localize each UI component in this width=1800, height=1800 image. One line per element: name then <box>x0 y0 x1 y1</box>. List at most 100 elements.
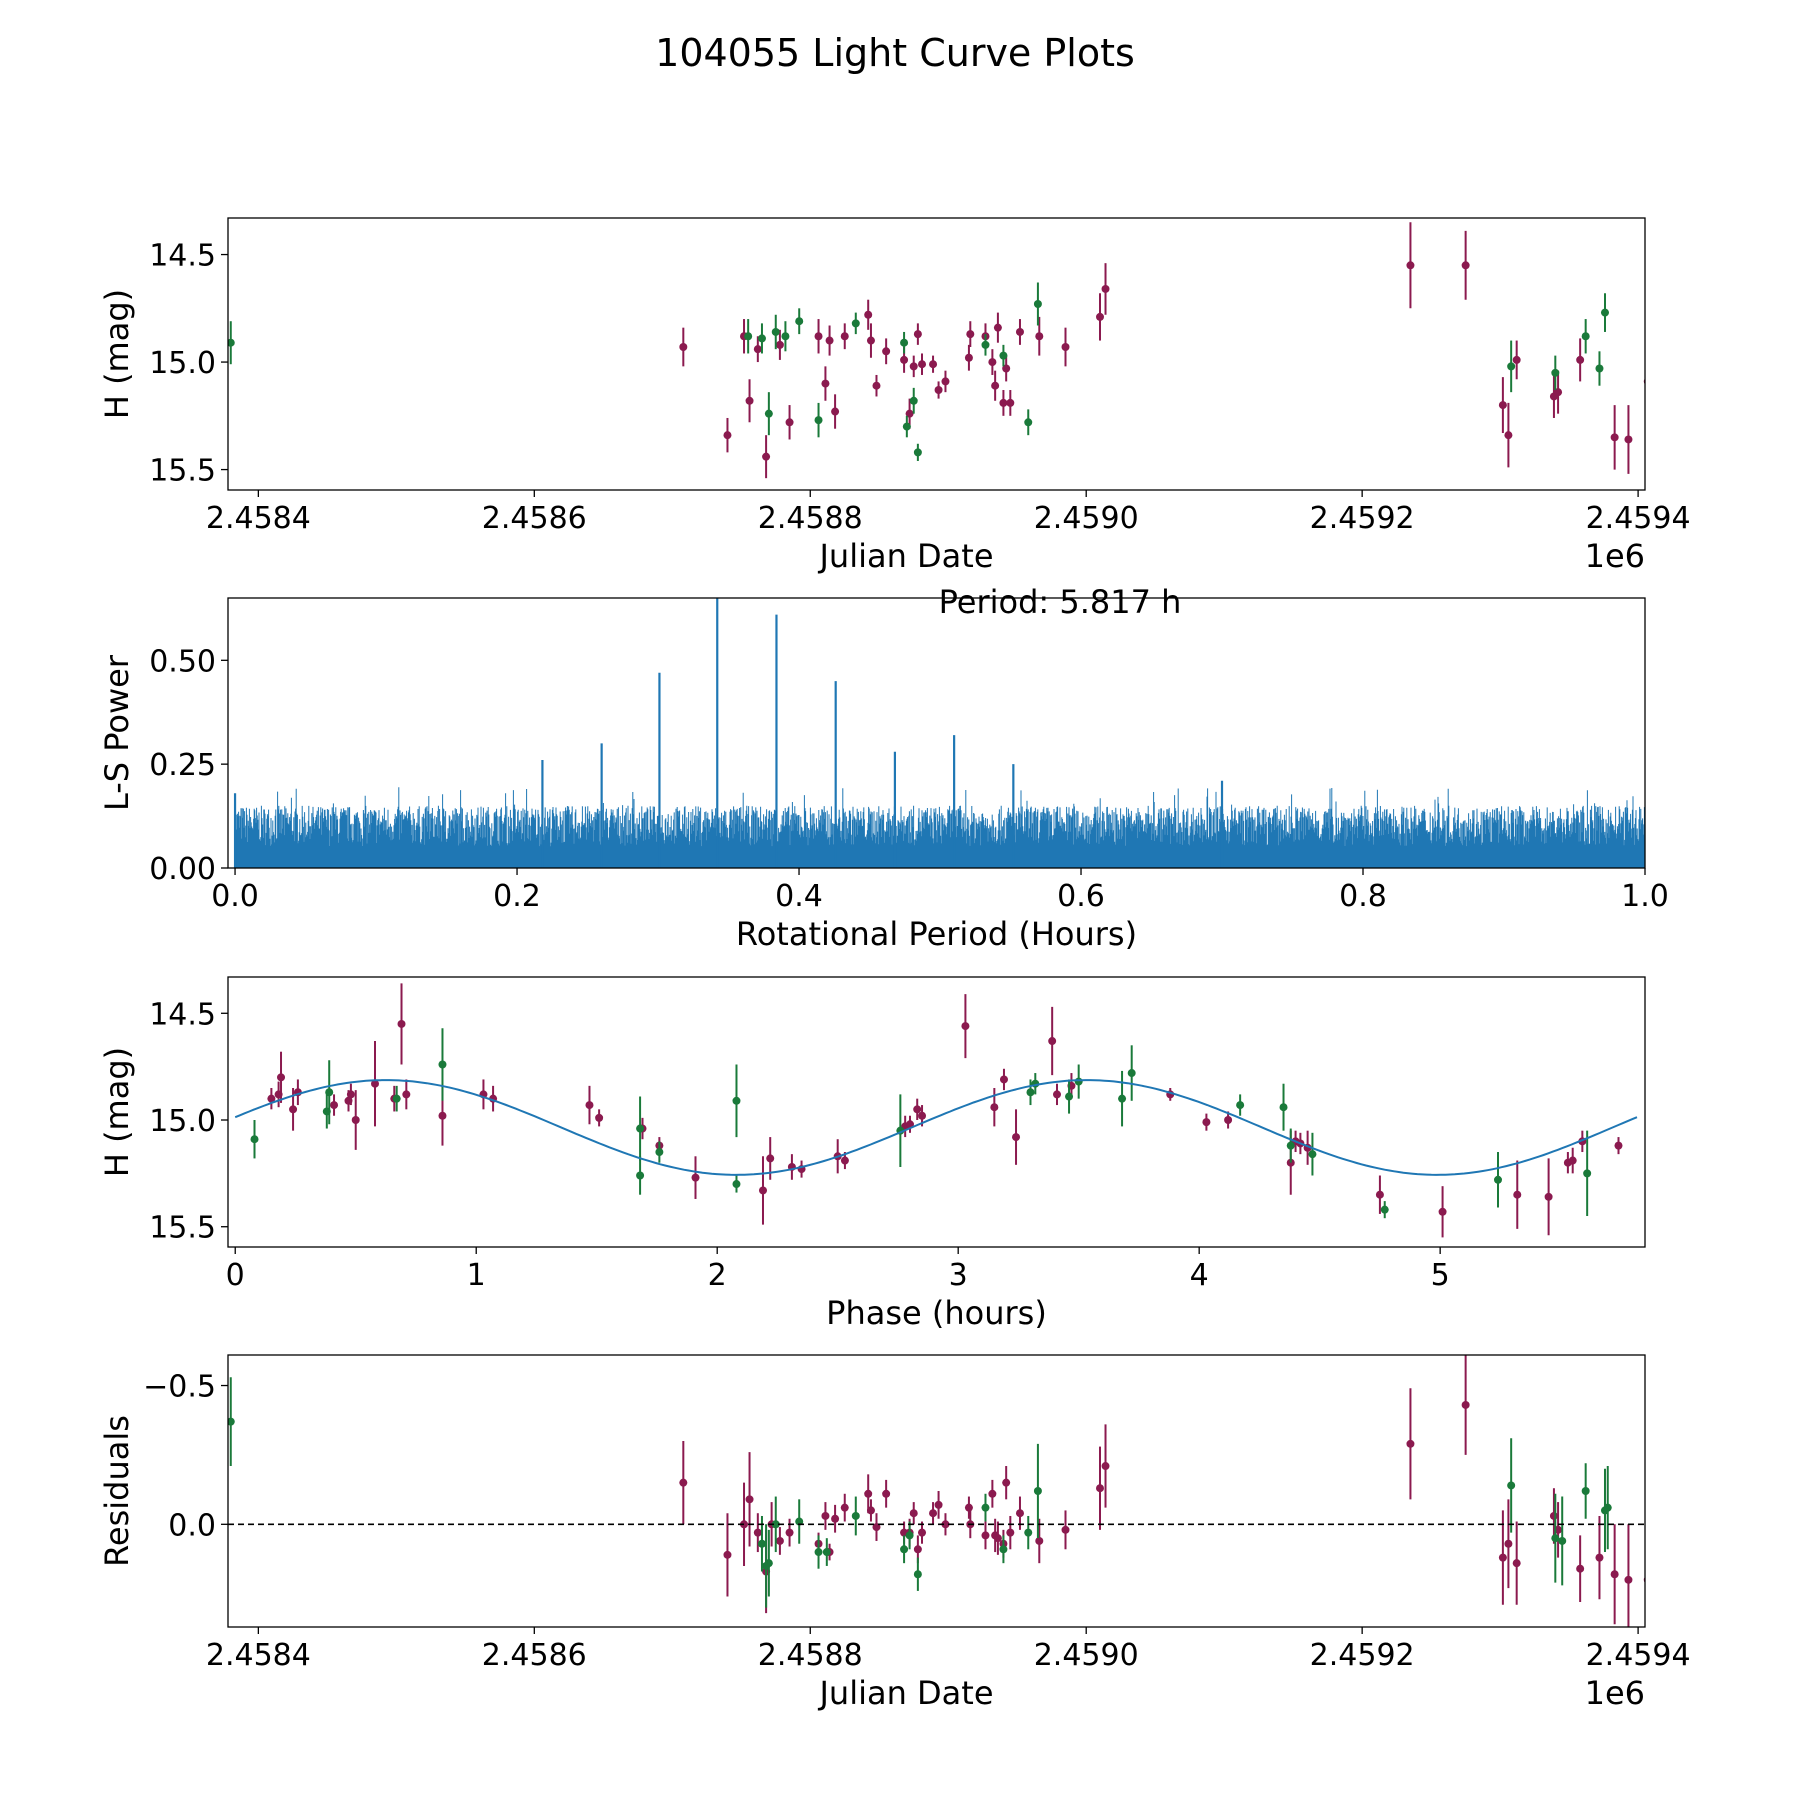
data-point <box>1026 1088 1035 1097</box>
data-point <box>1512 355 1521 364</box>
x-tick-label: 5 <box>1431 1258 1450 1293</box>
axes-frame <box>227 597 1646 869</box>
data-point <box>764 1559 773 1568</box>
x-tick-label: 2.4594 <box>1586 501 1691 536</box>
data-point <box>438 1111 447 1120</box>
data-point <box>1544 1192 1553 1201</box>
data-point <box>866 336 875 345</box>
y-axis-label: H (mag) <box>98 289 136 419</box>
data-point <box>851 319 860 328</box>
figure-title: 104055 Light Curve Plots <box>655 31 1135 75</box>
data-point <box>1576 355 1585 364</box>
data-point <box>1096 312 1104 321</box>
data-point <box>964 1503 973 1512</box>
period-annotation: Period: 5.817 h <box>939 583 1182 621</box>
data-point <box>740 1520 749 1529</box>
data-point <box>866 1506 875 1515</box>
data-point <box>1498 1553 1507 1562</box>
plot-area <box>234 983 1638 1238</box>
data-point <box>1074 1077 1083 1086</box>
data-point <box>330 1101 339 1110</box>
data-point <box>999 1075 1008 1084</box>
data-point <box>1461 1400 1470 1409</box>
data-point <box>744 332 753 341</box>
data-point <box>766 1154 775 1163</box>
data-point <box>882 347 891 356</box>
data-point <box>1035 332 1044 341</box>
data-point <box>397 1019 406 1028</box>
axes-frame <box>227 976 1646 1248</box>
data-point <box>991 381 1000 390</box>
plot-area <box>228 222 1670 479</box>
data-point <box>831 1514 840 1523</box>
data-point <box>1048 1037 1057 1046</box>
data-point <box>918 1528 927 1537</box>
x-tick-label: 1 <box>467 1258 486 1293</box>
data-point <box>1551 1534 1560 1543</box>
axes-frame <box>227 217 1646 491</box>
data-point <box>1610 1570 1619 1579</box>
data-point <box>882 1489 891 1498</box>
data-point <box>1224 1116 1233 1125</box>
data-point <box>1061 1525 1070 1534</box>
x-tick-label: 0.0 <box>211 879 259 914</box>
data-point <box>840 332 849 341</box>
data-point <box>941 1520 950 1529</box>
data-point <box>1061 343 1070 352</box>
data-point <box>1406 1439 1415 1448</box>
x-offset-label: 1e6 <box>1585 537 1645 575</box>
data-point <box>1568 1156 1577 1165</box>
data-point <box>981 1503 990 1512</box>
data-point <box>814 1548 823 1557</box>
y-tick-label: 15.0 <box>149 1104 216 1139</box>
series-green <box>250 1028 1592 1219</box>
x-tick-label: 3 <box>949 1258 968 1293</box>
x-tick-label: 2 <box>708 1258 727 1293</box>
data-point <box>934 1500 943 1509</box>
data-point <box>981 340 990 349</box>
data-point <box>655 1148 664 1157</box>
data-point <box>1581 332 1590 341</box>
y-tick-label: 15.0 <box>149 346 216 381</box>
data-point <box>785 1528 794 1537</box>
data-point <box>1202 1118 1211 1127</box>
series-green <box>228 1377 1612 1608</box>
data-point <box>964 353 973 362</box>
y-tick-label: 0.00 <box>149 852 216 887</box>
data-point <box>757 334 766 343</box>
data-point <box>1662 326 1670 334</box>
x-axis-label: Julian Date <box>817 1674 993 1712</box>
x-axis-label: Julian Date <box>817 537 993 575</box>
x-tick-label: 2.4590 <box>1034 1638 1139 1673</box>
data-point <box>1438 1207 1447 1216</box>
data-point <box>402 1090 411 1099</box>
data-point <box>1006 398 1015 407</box>
data-point <box>840 1503 849 1512</box>
series-red <box>679 222 1670 479</box>
x-tick-label: 0.4 <box>775 879 823 914</box>
data-point <box>764 409 773 418</box>
data-point <box>1024 1528 1033 1537</box>
y-tick-label: 14.5 <box>149 239 216 274</box>
periodogram-noise <box>234 787 1645 868</box>
data-point <box>1406 261 1415 270</box>
data-point <box>757 1539 766 1548</box>
data-point <box>1512 1559 1521 1568</box>
data-point <box>961 1022 970 1031</box>
data-point <box>795 317 804 326</box>
data-point <box>909 1509 918 1518</box>
fit-curve <box>234 1079 1638 1176</box>
data-point <box>900 1545 909 1554</box>
data-point <box>1507 362 1516 371</box>
data-point <box>679 343 688 352</box>
data-point <box>762 452 771 461</box>
data-point <box>1513 1190 1522 1199</box>
data-point <box>988 358 997 367</box>
data-point <box>913 1570 922 1579</box>
data-point <box>753 345 762 354</box>
data-point <box>1002 364 1011 373</box>
data-point <box>1065 1092 1074 1101</box>
data-point <box>1504 431 1513 440</box>
data-point <box>1033 1487 1042 1495</box>
data-point <box>289 1105 298 1114</box>
